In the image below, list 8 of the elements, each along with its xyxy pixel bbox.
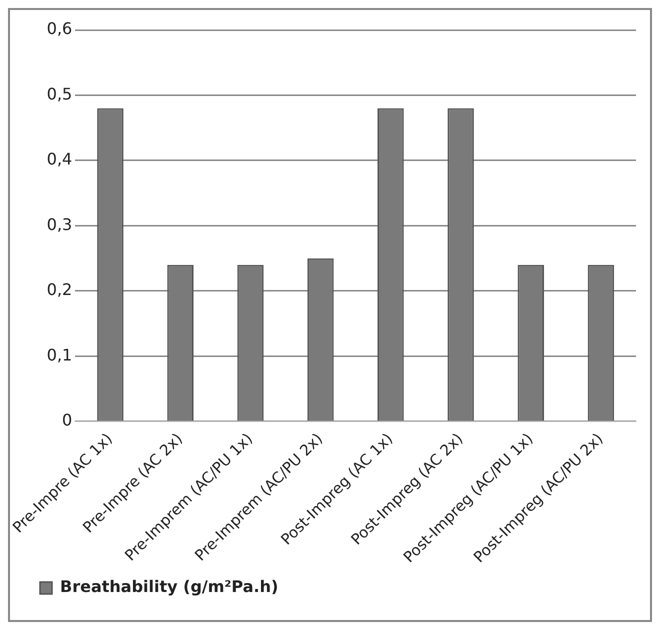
y-tick-label: 0,1 xyxy=(46,345,72,364)
y-tick-label: 0,5 xyxy=(46,84,72,104)
legend-label: Breathability (g/m²Pa.h) xyxy=(60,577,278,596)
y-tick-label: 0,2 xyxy=(46,280,72,300)
y-tick-label: 0,3 xyxy=(46,214,72,234)
y-tick-label: 0,6 xyxy=(46,19,72,38)
y-tick-label: 0,4 xyxy=(46,150,72,169)
y-tick-label: 0 xyxy=(62,410,72,430)
